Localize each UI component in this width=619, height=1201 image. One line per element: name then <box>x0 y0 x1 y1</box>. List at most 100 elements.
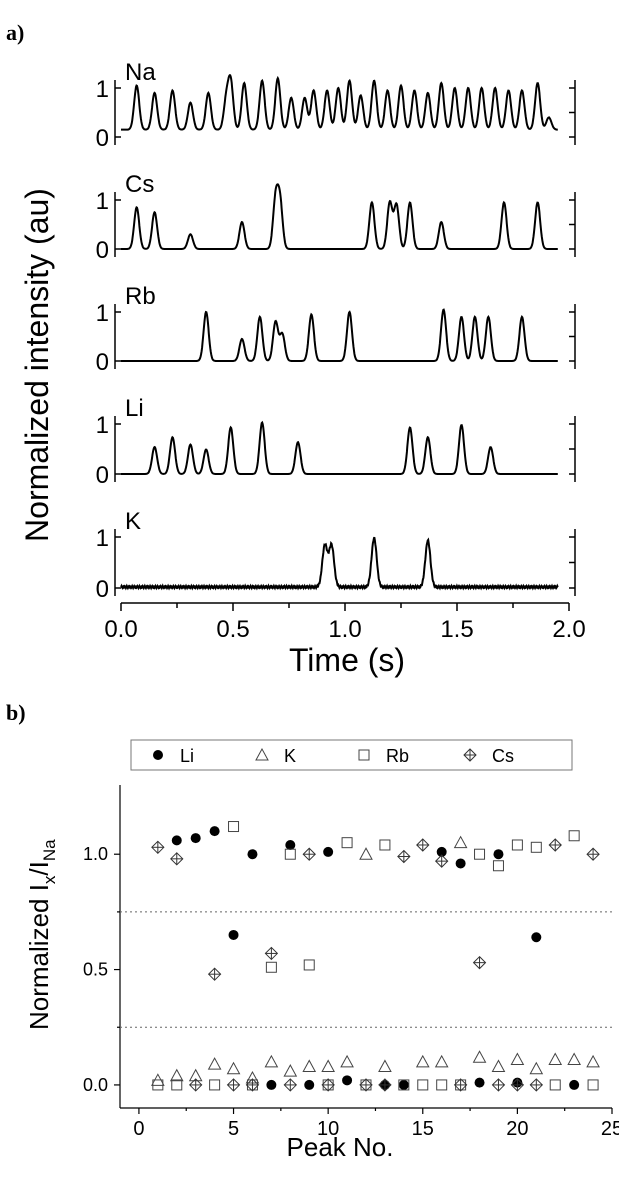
data-point-k <box>359 847 373 860</box>
marker-triangle <box>434 1054 449 1068</box>
marker-square <box>379 839 391 851</box>
y-axis-title: Normalized intensity (au) <box>19 188 55 542</box>
data-point-rb <box>474 848 486 860</box>
trace-line-li <box>121 420 558 475</box>
marker-dot <box>455 858 466 869</box>
trace-y-tick-label: 0 <box>96 576 109 603</box>
trace-y-tick-label: 0 <box>96 349 109 376</box>
data-point-cs <box>416 838 430 852</box>
marker-square <box>209 1079 221 1091</box>
marker-dot <box>436 846 447 857</box>
data-point-rb <box>530 841 542 853</box>
marker-dot <box>153 750 163 760</box>
data-point-cs <box>245 1078 260 1092</box>
marker-triangle <box>586 1054 600 1068</box>
trace-y-tick-label: 1 <box>96 300 109 327</box>
data-point-cs <box>434 854 449 868</box>
data-point-k <box>378 1059 392 1072</box>
data-point-li <box>190 833 201 844</box>
data-point-cs <box>510 1078 525 1092</box>
x-tick-label: 25 <box>601 1118 619 1140</box>
marker-square <box>492 860 504 872</box>
data-point-cs <box>264 946 279 961</box>
marker-square <box>152 1079 164 1091</box>
legend-marker-li <box>153 750 163 760</box>
data-point-cs <box>283 1078 298 1092</box>
marker-square <box>511 839 523 851</box>
marker-triangle <box>359 847 373 860</box>
data-point-cs <box>453 1078 468 1092</box>
data-point-cs <box>302 847 316 861</box>
series-k <box>151 835 600 1086</box>
marker-dot <box>569 1079 580 1090</box>
marker-square <box>303 959 315 971</box>
x-tick-label: 1.5 <box>440 616 473 643</box>
data-point-k <box>264 1054 279 1068</box>
marker-triangle <box>264 1054 279 1068</box>
trace-y-tick-label: 1 <box>96 76 109 103</box>
data-point-cs <box>207 967 222 981</box>
x-tick-label: 0.5 <box>216 616 249 643</box>
data-point-rb <box>587 1079 599 1091</box>
y-axis-title-sub: x <box>40 875 59 884</box>
legend-label: Li <box>180 746 194 766</box>
marker-triangle <box>255 747 269 761</box>
marker-dot <box>171 835 182 846</box>
y-tick-label: 0.5 <box>83 960 108 980</box>
data-point-rb <box>492 860 504 872</box>
data-point-k <box>510 1052 525 1066</box>
legend-marker-cs <box>463 748 477 762</box>
data-point-k <box>529 1061 544 1075</box>
data-point-k <box>321 1059 335 1072</box>
data-point-rb <box>284 848 296 860</box>
data-point-li <box>228 929 239 940</box>
marker-triangle <box>548 1052 563 1066</box>
panel-b-chart: 0.0 0.5 1.0 0 5 10 15 20 25 Peak No. Normalized Ix… <box>24 739 619 1162</box>
marker-square <box>341 837 353 849</box>
trace-name: Na <box>125 59 156 86</box>
data-point-k <box>491 1059 506 1072</box>
marker-triangle <box>340 1054 354 1068</box>
marker-square <box>417 1079 429 1091</box>
marker-dot <box>209 826 220 837</box>
marker-triangle <box>283 1064 298 1077</box>
data-point-li <box>304 1079 315 1090</box>
data-point-cs <box>170 852 184 866</box>
data-point-li <box>455 858 466 869</box>
marker-triangle <box>472 1050 487 1063</box>
data-point-li <box>171 835 182 846</box>
data-point-k <box>548 1052 563 1066</box>
x-tick-label: 10 <box>317 1118 339 1140</box>
marker-triangle <box>302 1059 317 1072</box>
marker-square <box>549 1079 561 1091</box>
y-axis-title-slash: /I <box>24 861 54 875</box>
data-point-cs <box>397 849 411 864</box>
data-point-rb <box>228 821 240 833</box>
legend-marker-rb <box>358 749 370 761</box>
data-point-rb <box>303 959 315 971</box>
x-tick-label: 15 <box>412 1118 434 1140</box>
marker-triangle <box>169 1068 184 1082</box>
trace-line-na <box>121 74 558 131</box>
marker-triangle <box>378 1059 392 1072</box>
marker-dot <box>228 929 239 940</box>
data-point-k <box>207 1057 222 1070</box>
trace-line-rb <box>121 308 558 362</box>
data-point-k <box>453 835 468 849</box>
marker-square <box>474 848 486 860</box>
data-point-rb <box>549 1079 561 1091</box>
data-point-k <box>169 1068 184 1082</box>
data-point-li <box>209 826 220 837</box>
marker-triangle <box>226 1061 241 1075</box>
marker-square <box>436 1079 448 1091</box>
data-point-li <box>266 1079 277 1090</box>
data-point-rb <box>417 1079 429 1091</box>
legend-label: Rb <box>386 746 409 766</box>
marker-square <box>398 1079 410 1091</box>
marker-square <box>228 821 240 833</box>
x-axis-title: Time (s) <box>289 642 405 678</box>
legend-box <box>130 739 573 771</box>
x-tick-label: 0.0 <box>104 616 137 643</box>
marker-triangle <box>321 1059 335 1072</box>
data-point-cs <box>188 1078 203 1092</box>
